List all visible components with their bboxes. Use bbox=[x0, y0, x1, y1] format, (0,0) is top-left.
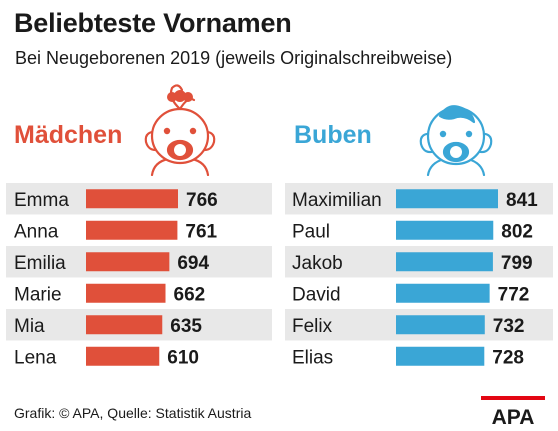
boys-heading: Buben bbox=[294, 121, 372, 149]
boys-name-label: Felix bbox=[292, 316, 333, 337]
boys-name-label: Paul bbox=[292, 221, 330, 242]
source-credit: Grafik: © APA, Quelle: Statistik Austria bbox=[14, 405, 252, 421]
boys-bar bbox=[396, 252, 493, 272]
baby-boy-icon bbox=[419, 105, 493, 176]
girls-value-label: 761 bbox=[185, 221, 217, 242]
girls-value-label: 766 bbox=[186, 190, 218, 211]
girls-heading: Mädchen bbox=[14, 121, 123, 149]
page-title: Beliebteste Vornamen bbox=[14, 8, 292, 38]
baby-girl-icon bbox=[144, 84, 216, 176]
girls-name-label: Marie bbox=[14, 284, 62, 305]
girls-bar bbox=[86, 346, 160, 366]
girls-bar bbox=[86, 252, 170, 272]
apa-logo: APA bbox=[481, 396, 545, 428]
girls-bar bbox=[86, 283, 166, 303]
girls-name-label: Mia bbox=[14, 316, 45, 337]
boys-value-label: 728 bbox=[492, 347, 524, 368]
boys-bar bbox=[396, 220, 494, 240]
girls-name-label: Emma bbox=[14, 190, 69, 211]
boys-bar bbox=[396, 283, 490, 303]
girls-value-label: 694 bbox=[177, 253, 209, 274]
boys-name-label: Jakob bbox=[292, 253, 343, 274]
boys-value-label: 841 bbox=[506, 190, 538, 211]
boys-bar bbox=[396, 315, 485, 335]
boys-value-label: 802 bbox=[501, 221, 533, 242]
girls-value-label: 662 bbox=[174, 284, 206, 305]
boys-value-label: 772 bbox=[498, 284, 530, 305]
boys-bar bbox=[396, 346, 485, 366]
girls-bar bbox=[86, 189, 178, 209]
girls-value-label: 635 bbox=[170, 316, 202, 337]
boys-value-label: 732 bbox=[493, 316, 525, 337]
girls-bar bbox=[86, 220, 178, 240]
girls-value-label: 610 bbox=[167, 347, 199, 368]
boys-name-label: Elias bbox=[292, 347, 333, 368]
girls-name-label: Emilia bbox=[14, 253, 66, 274]
girls-bar bbox=[86, 315, 163, 335]
boys-value-label: 799 bbox=[501, 253, 533, 274]
boys-name-label: David bbox=[292, 284, 341, 305]
boys-bar bbox=[396, 189, 498, 209]
logo-text: APA bbox=[492, 406, 535, 428]
girls-name-label: Lena bbox=[14, 347, 57, 368]
page-subtitle: Bei Neugeborenen 2019 (jeweils Originals… bbox=[15, 48, 453, 68]
girls-name-label: Anna bbox=[14, 221, 59, 242]
boys-name-label: Maximilian bbox=[292, 190, 382, 211]
